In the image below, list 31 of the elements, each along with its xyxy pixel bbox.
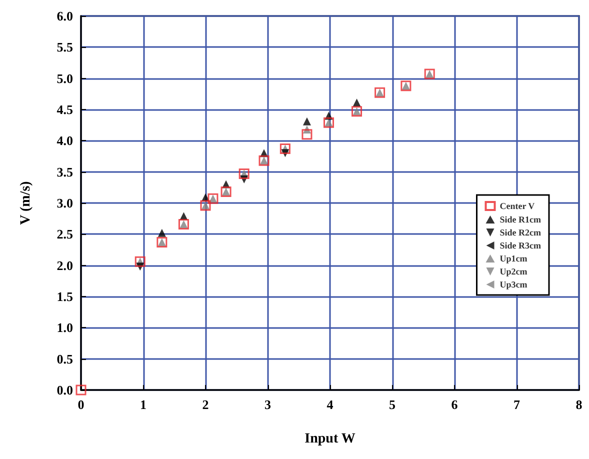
x-axis-title: Input W (304, 432, 356, 446)
y-axis-title: V (m/s) (18, 180, 34, 225)
x-tick-label: 0 (78, 397, 84, 412)
x-tick-label: 3 (264, 397, 272, 412)
x-tick-label: 7 (514, 397, 520, 412)
x-tick-label: 8 (576, 397, 583, 412)
y-tick-label: 0.5 (56, 351, 74, 366)
legend-label: Side R1cm (500, 214, 542, 224)
y-tick-label: 2.0 (56, 258, 73, 273)
x-tick-label: 6 (451, 397, 458, 412)
y-tick-label: 5.5 (56, 40, 74, 55)
x-tick-label: 2 (202, 397, 209, 412)
y-tick-label: 3.0 (56, 196, 73, 210)
y-tick-label: 0.0 (56, 382, 73, 398)
legend-label: Side R2cm (500, 228, 542, 238)
x-tick-label: 4 (326, 397, 334, 412)
legend-label: Up3cm (500, 280, 528, 290)
x-tick-label: 5 (389, 397, 396, 412)
y-tick-label: 3.5 (56, 164, 74, 180)
y-tick-label: 4.5 (56, 102, 74, 117)
x-tick-label: 1 (140, 397, 146, 412)
legend-label: Up2cm (500, 266, 528, 276)
y-tick-label: 6.0 (56, 8, 73, 24)
y-tick-label: 1.5 (56, 289, 74, 304)
y-tick-label: 1.0 (56, 320, 73, 336)
y-tick-label: 2.5 (56, 226, 74, 242)
y-tick-label: 5.0 (56, 70, 73, 86)
y-tick-label: 4.0 (56, 133, 73, 148)
legend-label: Side R3cm (500, 240, 542, 250)
legend-label: Center V (500, 201, 536, 211)
legend-label: Up1cm (500, 254, 528, 264)
